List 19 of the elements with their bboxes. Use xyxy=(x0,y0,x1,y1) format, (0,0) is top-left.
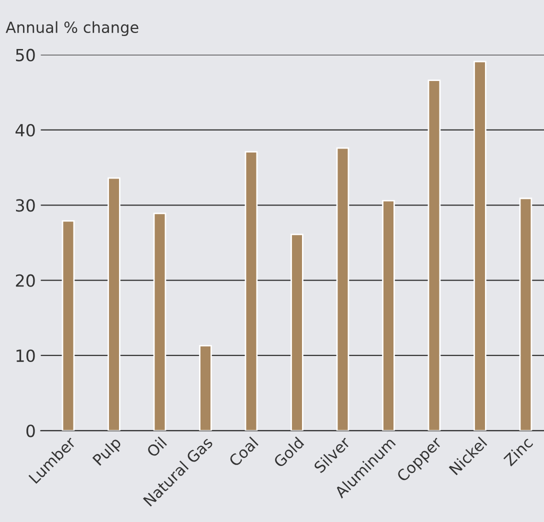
bar xyxy=(519,198,532,431)
y-axis-title: Annual % change xyxy=(6,21,138,36)
bar xyxy=(108,177,120,431)
bar xyxy=(428,80,441,431)
bar xyxy=(336,147,350,431)
bar xyxy=(290,234,304,431)
bar xyxy=(382,200,395,431)
bar xyxy=(153,212,166,431)
y-tick-label: 30 xyxy=(16,199,35,212)
bar xyxy=(62,220,75,431)
bar xyxy=(474,60,486,431)
bar xyxy=(244,151,258,431)
bar xyxy=(199,345,212,431)
y-tick-label: 0 xyxy=(26,424,35,438)
y-tick-label: 20 xyxy=(16,274,35,287)
y-tick-label: 10 xyxy=(16,349,35,362)
x-tick-label: Oil xyxy=(146,436,168,458)
y-tick-label: 50 xyxy=(16,48,35,62)
y-tick-label: 40 xyxy=(16,124,35,137)
